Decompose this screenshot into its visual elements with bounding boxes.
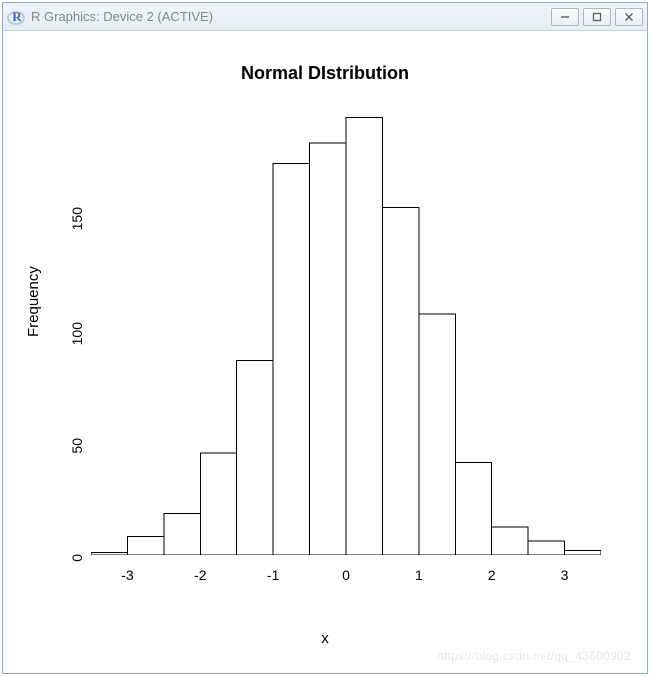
plot-title: Normal DIstribution [9,63,641,84]
y-tick-label: 100 [69,322,85,362]
histogram-bar [382,208,418,555]
r-graphics-window: R R Graphics: Device 2 (ACTIVE) Normal D… [2,2,648,674]
minimize-icon [560,12,570,22]
window-controls [551,8,643,26]
x-tick-label: 0 [331,567,361,583]
x-tick-label: 3 [550,567,580,583]
y-tick-label: 0 [69,554,85,594]
histogram-bar [528,541,564,555]
histogram-bar [346,117,382,555]
y-axis-label: Frequency [25,266,42,337]
histogram-bar [237,360,273,555]
x-tick-label: -1 [258,567,288,583]
titlebar: R R Graphics: Device 2 (ACTIVE) [3,3,647,31]
watermark-text: https://blog.csdn.net/qq_43600902 [437,649,631,663]
histogram-bar [164,513,200,555]
x-tick-label: 2 [477,567,507,583]
minimize-button[interactable] [551,8,579,26]
histogram-bar [455,462,491,555]
histogram-bar [419,314,455,555]
close-button[interactable] [615,8,643,26]
plot-region [91,115,601,555]
close-icon [624,12,634,22]
x-tick-label: 1 [404,567,434,583]
maximize-button[interactable] [583,8,611,26]
histogram-bar [492,527,528,555]
x-axis-label: x [9,630,641,647]
plot-canvas: Normal DIstribution Frequency x -3 -2 -1 0 1… [9,37,641,669]
r-logo-icon: R [9,9,25,25]
window-title: R Graphics: Device 2 (ACTIVE) [31,9,551,24]
r-logo-letter: R [12,9,21,25]
histogram-bar [200,453,236,555]
histogram-bar [310,143,346,555]
y-tick-label: 150 [69,207,85,247]
maximize-icon [592,12,602,22]
y-tick-label: 50 [69,438,85,478]
histogram-bar [565,550,601,555]
x-tick-label: -2 [185,567,215,583]
histogram-bar [91,553,127,555]
histogram-bar [273,164,309,555]
x-tick-label: -3 [112,567,142,583]
histogram-svg [91,115,601,555]
histogram-bar [127,536,163,555]
